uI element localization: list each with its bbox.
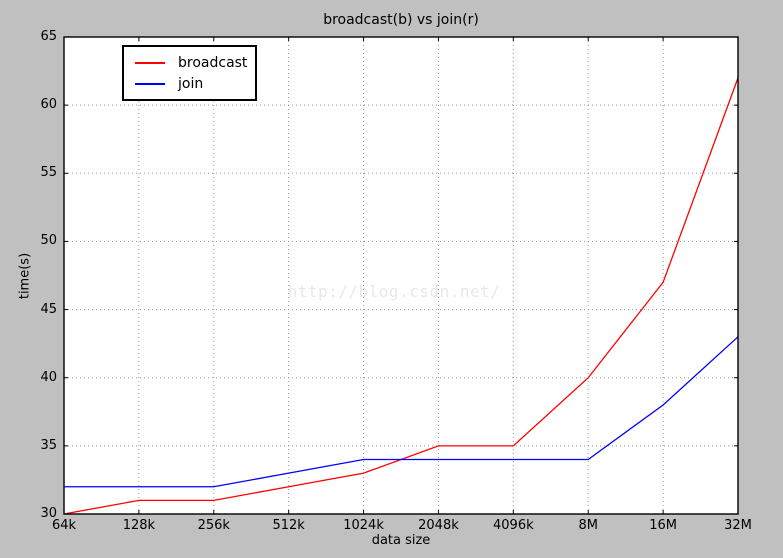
x-tick-label: 256k bbox=[197, 518, 230, 533]
plot-area bbox=[64, 37, 738, 514]
y-tick-label: 60 bbox=[40, 97, 57, 113]
join-line-sample bbox=[135, 82, 165, 85]
series-line-join bbox=[64, 336, 739, 488]
y-tick-label: 50 bbox=[40, 233, 57, 249]
watermark: http://blog.csdn.net/ bbox=[287, 282, 501, 301]
y-tick-label: 45 bbox=[40, 301, 57, 317]
chart-title: broadcast(b) vs join(r) bbox=[323, 12, 479, 28]
series-line-broadcast bbox=[63, 77, 739, 515]
y-tick-label: 65 bbox=[40, 29, 57, 44]
x-tick-label: 32M bbox=[724, 518, 752, 533]
legend: broadcast join bbox=[122, 45, 257, 101]
legend-label-broadcast: broadcast bbox=[178, 54, 248, 71]
x-tick-label: 1024k bbox=[343, 518, 384, 533]
x-tick-label: 128k bbox=[122, 518, 156, 533]
x-axis-label: data size bbox=[371, 533, 431, 548]
y-tick-label: 40 bbox=[40, 369, 57, 385]
y-tick-label: 35 bbox=[40, 437, 57, 453]
x-tick-label: 64k bbox=[51, 518, 77, 533]
y-tick-label: 55 bbox=[40, 165, 57, 181]
x-tick-label: 8M bbox=[578, 518, 598, 533]
x-tick-label: 4096k bbox=[493, 518, 534, 533]
x-tick-label: 2048k bbox=[418, 518, 459, 533]
y-tick-label: 30 bbox=[40, 506, 57, 521]
broadcast-line-sample bbox=[135, 61, 165, 64]
legend-item-broadcast: broadcast bbox=[124, 52, 255, 73]
x-tick-label: 16M bbox=[649, 518, 677, 533]
y-axis-label: time(s) bbox=[17, 252, 33, 300]
legend-label-join: join bbox=[178, 75, 204, 92]
x-tick-label: 512k bbox=[272, 518, 305, 533]
legend-item-join: join bbox=[124, 73, 255, 94]
